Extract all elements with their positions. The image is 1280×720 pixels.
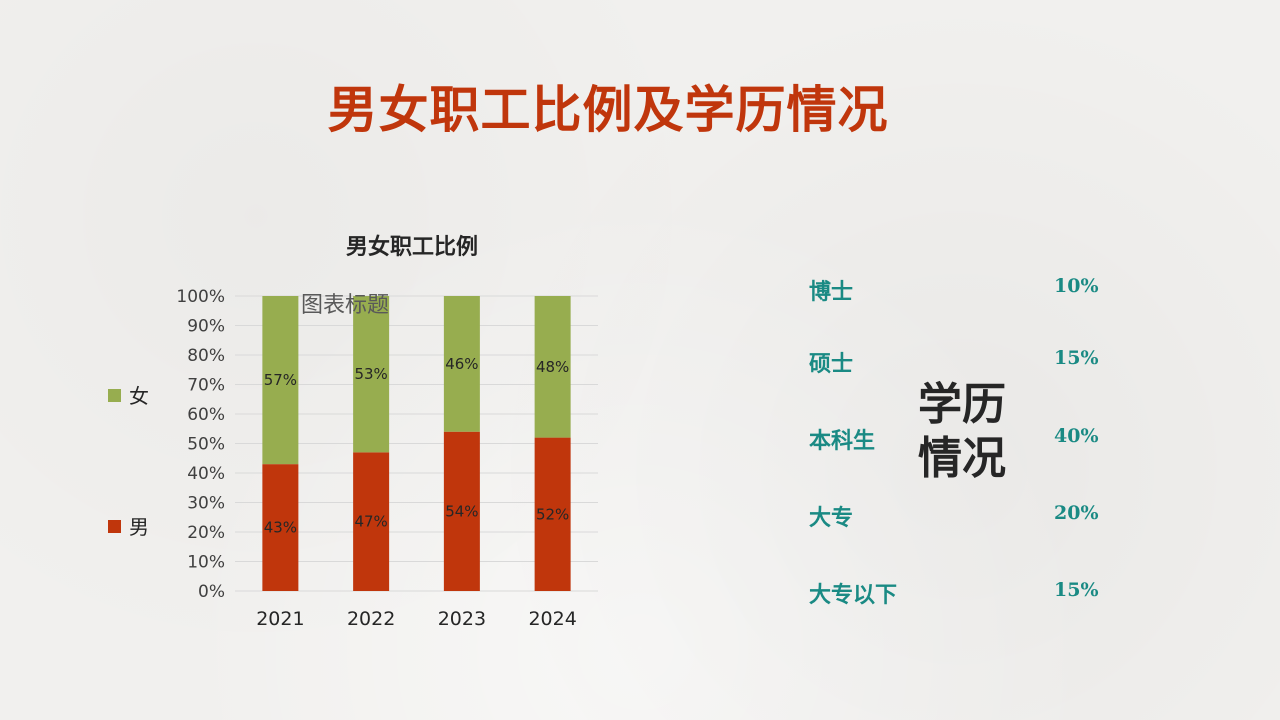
- edu-label-phd: 博士: [809, 280, 854, 305]
- x-tick-label: 2024: [528, 608, 576, 630]
- data-label: 54%: [445, 502, 478, 520]
- legend-male-label: 男: [129, 515, 149, 539]
- y-tick-label: 30%: [187, 494, 225, 514]
- x-tick-label: 2021: [256, 608, 304, 630]
- gender-ratio-chart: 男女职工比例 0% 10% 20% 30% 40% 50% 60% 70% 80% 90% 100% 4…: [95, 222, 625, 642]
- bar-female-2023: [443, 296, 480, 432]
- x-tick-label: 2022: [347, 608, 395, 630]
- y-tick-label: 40%: [187, 464, 225, 484]
- edu-value-master: 15%: [1054, 347, 1099, 369]
- bar-female-2021: [262, 296, 299, 465]
- bar-male-2024: [534, 437, 571, 591]
- chart-canvas: 男女职工比例 0% 10% 20% 30% 40% 50% 60% 70% 80% 90% 100% 4…: [108, 234, 598, 630]
- legend-male-swatch: [108, 520, 121, 533]
- data-label: 46%: [445, 355, 478, 373]
- edu-label-below-college: 大专以下: [809, 583, 898, 608]
- chart-title: 男女职工比例: [346, 234, 478, 260]
- y-tick-label: 10%: [187, 553, 225, 573]
- bar-female-2022: [353, 296, 390, 453]
- legend-female-label: 女: [129, 384, 149, 408]
- y-tick-label: 90%: [187, 317, 225, 337]
- education-center-line1: 学历: [918, 379, 1006, 430]
- data-label: 57%: [264, 371, 297, 389]
- y-tick-label: 20%: [187, 523, 225, 543]
- y-tick-label: 50%: [187, 435, 225, 455]
- edu-label-bachelor: 本科生: [809, 429, 876, 454]
- data-label: 47%: [354, 513, 387, 531]
- edu-label-master: 硕士: [809, 352, 854, 377]
- education-center-line2: 情况: [918, 433, 1006, 484]
- y-tick-label: 70%: [187, 376, 225, 396]
- data-label: 43%: [264, 519, 297, 537]
- page-title: 男女职工比例及学历情况: [327, 81, 889, 139]
- y-tick-label: 100%: [176, 287, 225, 307]
- x-tick-label: 2023: [438, 608, 486, 630]
- legend-female-swatch: [108, 389, 121, 402]
- chart-title-placeholder: 图表标题: [301, 293, 389, 318]
- bar-male-2021: [262, 464, 299, 591]
- y-tick-label: 60%: [187, 405, 225, 425]
- bar-male-2022: [353, 452, 390, 591]
- data-label: 48%: [536, 358, 569, 376]
- data-label: 52%: [536, 505, 569, 523]
- y-tick-label: 80%: [187, 346, 225, 366]
- bar-female-2024: [534, 296, 571, 438]
- edu-value-college: 20%: [1054, 502, 1099, 524]
- education-center-label: 学历 情况: [918, 378, 1028, 486]
- edu-label-college: 大专: [809, 506, 854, 531]
- edu-value-phd: 10%: [1054, 275, 1099, 297]
- edu-value-bachelor: 40%: [1054, 425, 1099, 447]
- data-label: 53%: [354, 365, 387, 383]
- y-tick-label: 0%: [198, 582, 225, 602]
- bar-male-2023: [443, 431, 480, 591]
- edu-value-below-college: 15%: [1054, 579, 1099, 601]
